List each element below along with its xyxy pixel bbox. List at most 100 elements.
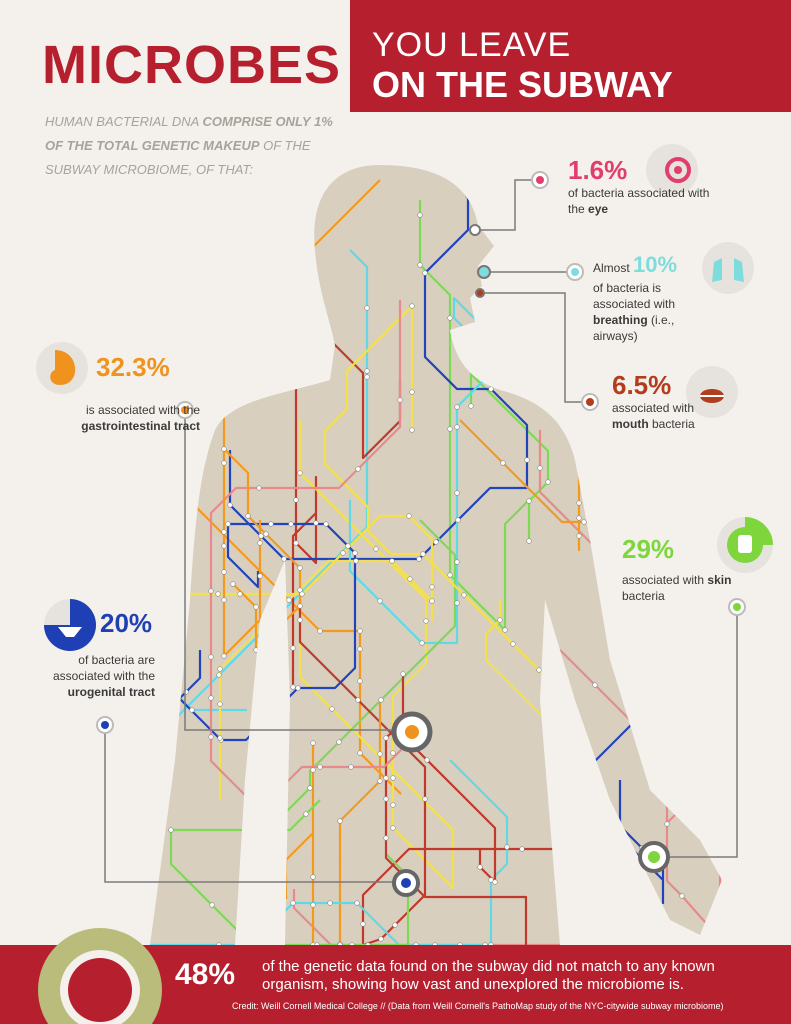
- station: [257, 540, 263, 546]
- station: [420, 551, 426, 557]
- station: [221, 446, 227, 452]
- callout-eye: 1.6% of bacteria associated with the eye: [568, 155, 718, 217]
- subway-line: [222, 404, 302, 658]
- station: [390, 775, 396, 781]
- station: [353, 558, 359, 564]
- station: [329, 706, 335, 712]
- subtitle-line2: ON THE SUBWAY: [372, 64, 673, 105]
- station: [340, 550, 346, 556]
- percent: 10%: [633, 252, 678, 277]
- station: [150, 738, 153, 744]
- station: [352, 550, 358, 556]
- footer-donut: [38, 928, 162, 1024]
- station: [454, 490, 460, 496]
- station: [337, 942, 343, 945]
- station: [447, 315, 453, 321]
- station: [377, 598, 383, 604]
- station: [290, 645, 296, 651]
- station: [461, 592, 467, 598]
- station: [208, 695, 214, 701]
- intro: HUMAN BACTERIAL DNA COMPRISE ONLY 1% OF …: [45, 110, 335, 182]
- station: [268, 817, 274, 823]
- station: [280, 608, 286, 614]
- station: [221, 597, 227, 603]
- station: [664, 821, 670, 827]
- station: [225, 521, 231, 527]
- station: [717, 901, 722, 907]
- station: [297, 587, 303, 593]
- station: [392, 922, 398, 928]
- station: [268, 521, 274, 527]
- station: [215, 591, 221, 597]
- station: [525, 311, 531, 317]
- station: [596, 407, 602, 413]
- station: [295, 685, 301, 691]
- callout-text: bacteria: [622, 589, 665, 603]
- percent: 32.3%: [96, 352, 170, 382]
- station: [378, 936, 384, 942]
- station: [419, 640, 425, 646]
- callout-text: associated with: [622, 573, 708, 587]
- station: [216, 942, 222, 945]
- callout-text: is associated with the: [85, 403, 200, 417]
- station: [383, 775, 389, 781]
- station: [400, 671, 406, 677]
- station: [364, 374, 370, 380]
- station: [216, 672, 222, 678]
- intro-bold: COMPRISE ONLY 1% OF THE TOTAL GENETIC MA…: [45, 114, 333, 153]
- station: [310, 874, 316, 880]
- station: [208, 654, 214, 660]
- station: [364, 368, 370, 374]
- percent: 20%: [100, 608, 153, 638]
- station: [303, 811, 309, 817]
- station: [221, 460, 227, 466]
- station: [454, 424, 460, 430]
- station: [355, 697, 361, 703]
- station: [377, 751, 383, 757]
- station: [407, 576, 413, 582]
- station: [317, 628, 323, 634]
- station: [221, 543, 227, 549]
- station: [357, 678, 363, 684]
- station: [629, 644, 635, 650]
- station: [429, 598, 435, 604]
- station: [454, 600, 460, 606]
- station: [337, 818, 343, 824]
- station: [717, 811, 722, 817]
- station: [160, 693, 166, 699]
- station: [433, 539, 439, 545]
- station: [422, 796, 428, 802]
- station: [217, 701, 223, 707]
- station: [268, 907, 274, 913]
- station: [257, 573, 263, 579]
- station: [189, 707, 195, 713]
- callout-dots: [96, 171, 746, 897]
- station: [417, 262, 423, 268]
- station: [242, 935, 248, 941]
- station: [297, 565, 303, 571]
- callout-bold: eye: [588, 202, 609, 216]
- station: [494, 338, 500, 344]
- percent: 6.5%: [612, 370, 672, 400]
- station: [227, 502, 233, 508]
- station: [268, 851, 274, 857]
- station: [417, 212, 423, 218]
- station: [310, 902, 316, 908]
- percent: 29%: [622, 534, 675, 564]
- station: [345, 543, 351, 549]
- station: [526, 498, 532, 504]
- intro-text: HUMAN BACTERIAL DNA: [45, 114, 203, 129]
- subway-line: [279, 329, 402, 687]
- station: [237, 591, 243, 597]
- station: [389, 558, 395, 564]
- station: [256, 485, 262, 491]
- callout-text: associated with: [612, 401, 695, 415]
- station: [245, 513, 251, 519]
- station: [310, 767, 316, 773]
- station: [497, 617, 503, 623]
- station: [357, 750, 363, 756]
- station: [230, 581, 236, 587]
- station: [293, 540, 299, 546]
- station: [447, 426, 453, 432]
